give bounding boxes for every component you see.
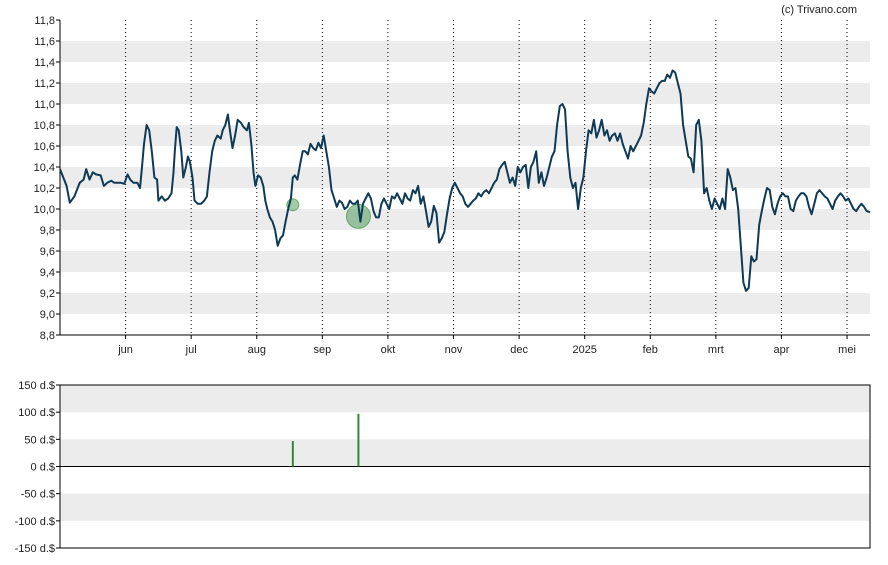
- y-tick-label: 10,2: [34, 183, 55, 195]
- price-line: [59, 69, 871, 292]
- copyright-text: (c) Trivano.com: [781, 4, 857, 16]
- price-band: [60, 167, 870, 188]
- x-tick-label: okt: [381, 344, 396, 356]
- price-band: [60, 209, 870, 230]
- x-tick-label: jul: [185, 344, 197, 356]
- y-tick-label: 10,0: [34, 204, 55, 216]
- volume-y-tick-label: 150 d.$: [18, 380, 55, 392]
- y-tick-label: 9,6: [40, 246, 55, 258]
- y-tick-label: 11,0: [34, 99, 55, 111]
- x-tick-label: aug: [248, 344, 266, 356]
- x-tick-label: 2025: [572, 344, 596, 356]
- y-tick-label: 9,8: [40, 225, 55, 237]
- price-band: [60, 125, 870, 146]
- x-tick-label: sep: [313, 344, 331, 356]
- y-tick-label: 11,8: [34, 15, 55, 27]
- volume-panel: 150 d.$ 100 d.$ 50 d.$ 0 d.$ -50 d.$ -100 d.$…: [15, 380, 871, 555]
- x-tick-label: nov: [445, 344, 463, 356]
- y-tick-label: 9,0: [40, 309, 55, 321]
- price-band: [60, 251, 870, 272]
- volume-y-tick-label: -50 d.$: [21, 489, 55, 501]
- x-tick-label: apr: [774, 344, 790, 356]
- x-tick-label: mrt: [708, 344, 724, 356]
- x-tick-label: dec: [510, 344, 528, 356]
- price-band: [60, 293, 870, 314]
- y-tick-label: 10,6: [34, 141, 55, 153]
- x-tick-label: jun: [117, 344, 133, 356]
- y-tick-label: 9,4: [40, 267, 55, 279]
- volume-band: [60, 439, 870, 467]
- y-tick-label: 9,2: [40, 288, 55, 300]
- price-band: [60, 83, 870, 104]
- y-tick-label: 10,8: [34, 120, 55, 132]
- y-tick-label: 11,4: [34, 57, 55, 69]
- volume-band: [60, 385, 870, 413]
- y-tick-label: 11,6: [34, 36, 55, 48]
- volume-band: [60, 493, 870, 521]
- y-tick-label: 10,4: [34, 162, 55, 174]
- y-tick-label: 11,2: [34, 78, 55, 90]
- volume-y-tick-label: 50 d.$: [24, 434, 55, 446]
- x-tick-label: mei: [838, 344, 856, 356]
- volume-y-tick-label: 0 d.$: [31, 462, 55, 474]
- volume-y-tick-label: 100 d.$: [18, 407, 55, 419]
- price-band: [60, 41, 870, 62]
- volume-y-tick-label: -150 d.$: [15, 543, 55, 555]
- volume-y-tick-label: -100 d.$: [15, 516, 55, 528]
- x-tick-label: feb: [643, 344, 658, 356]
- price-panel: jun jul aug sep okt nov dec 2025 feb mrt apr mei 8,8…: [34, 15, 871, 356]
- y-tick-label: 8,8: [40, 330, 55, 342]
